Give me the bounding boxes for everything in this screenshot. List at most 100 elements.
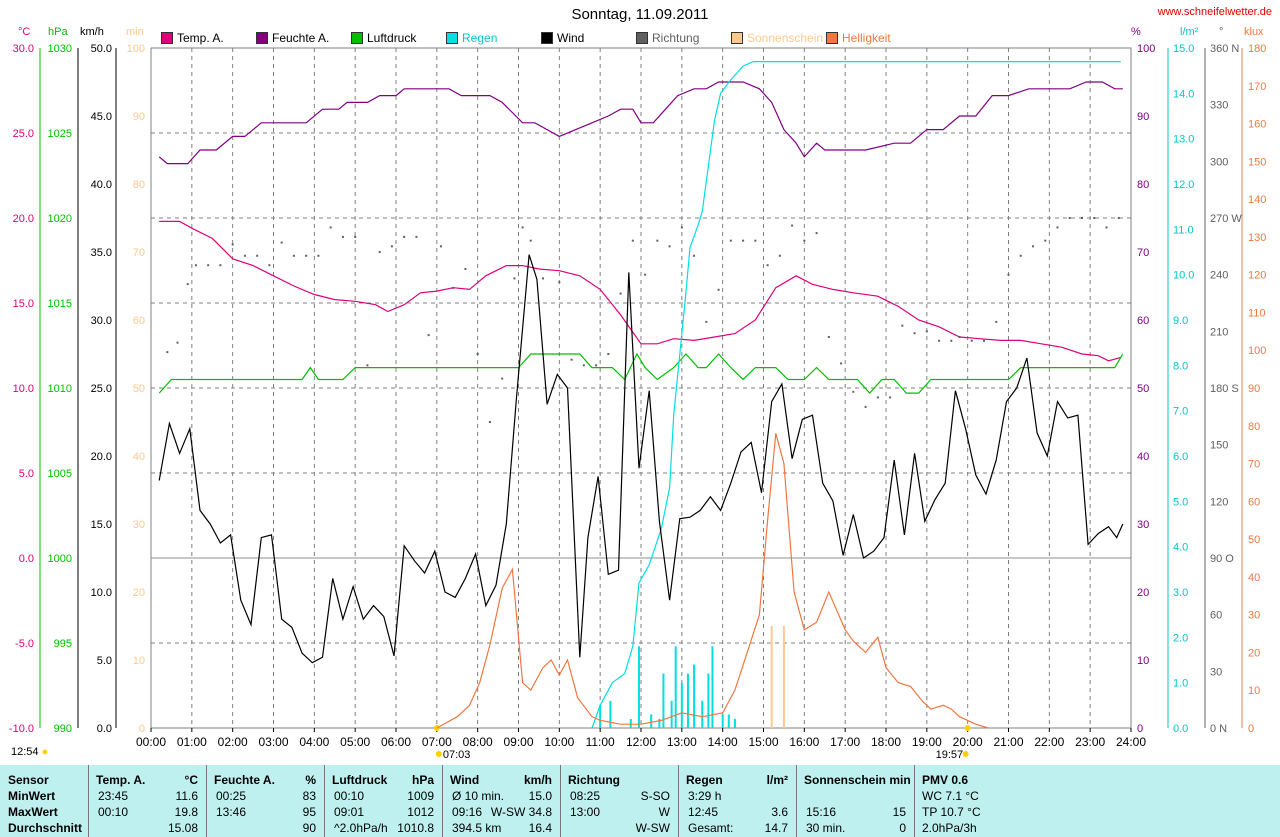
tick-label-hum: 0 bbox=[1137, 723, 1143, 735]
direction-point bbox=[644, 273, 647, 276]
tick-label-wind: 5.0 bbox=[97, 655, 112, 667]
direction-point bbox=[901, 324, 904, 327]
tick-label-dir: 0 N bbox=[1210, 723, 1227, 735]
tick-label-dir: 150 bbox=[1210, 440, 1228, 452]
x-tick-label: 08:00 bbox=[463, 735, 493, 749]
legend-item-humidity: Feuchte A. bbox=[256, 31, 329, 45]
x-tick-label: 02:00 bbox=[218, 735, 248, 749]
direction-point bbox=[452, 286, 455, 289]
direction-point bbox=[439, 245, 442, 248]
direction-point bbox=[1056, 226, 1059, 229]
tick-label-sun: 10 bbox=[133, 655, 145, 667]
footer-cell-time: 00:10 bbox=[98, 805, 129, 819]
site-url[interactable]: www.schneifelwetter.de bbox=[1157, 6, 1272, 18]
footer-column: Sensor MinWert MaxWert Durchschnitt bbox=[0, 765, 89, 837]
tick-label-bright: 50 bbox=[1248, 534, 1260, 546]
direction-point bbox=[705, 320, 708, 323]
direction-point bbox=[268, 264, 271, 267]
tick-label-sun: 70 bbox=[133, 247, 145, 259]
tick-label-rain: 15.0 bbox=[1173, 43, 1194, 55]
legend-swatch bbox=[731, 32, 743, 44]
x-tick-label: 16:00 bbox=[789, 735, 819, 749]
x-tick-label: 03:00 bbox=[258, 735, 288, 749]
direction-point bbox=[1081, 217, 1083, 219]
direction-point bbox=[958, 336, 961, 338]
footer-cell-value: 15.08 bbox=[167, 821, 198, 835]
tick-label-temp: 5.0 bbox=[19, 468, 34, 480]
tick-label-press: 1020 bbox=[48, 213, 72, 225]
tick-label-temp: 15.0 bbox=[13, 298, 34, 310]
tick-label-wind: 20.0 bbox=[91, 451, 112, 463]
footer-cell: 2.0hPa/3h bbox=[922, 821, 977, 835]
footer-cell-time: 3:29 h bbox=[688, 789, 722, 803]
footer-cell-value: 0 bbox=[899, 821, 906, 835]
tick-label-sun: 0 bbox=[139, 723, 145, 735]
tick-label-sun: 30 bbox=[133, 519, 145, 531]
tick-label-sun: 50 bbox=[133, 383, 145, 395]
direction-point bbox=[983, 339, 985, 342]
x-tick-label: 15:00 bbox=[748, 735, 778, 749]
footer-cell-value: 3.6 bbox=[771, 805, 788, 819]
direction-point bbox=[219, 264, 222, 267]
footer-cell-time: 23:45 bbox=[98, 789, 129, 803]
tick-label-bright: 0 bbox=[1248, 723, 1254, 735]
tick-label-dir: 30 bbox=[1210, 666, 1222, 678]
legend-item-brightness: Helligkeit bbox=[826, 31, 891, 45]
direction-point bbox=[207, 264, 210, 267]
tick-label-hum: 60 bbox=[1137, 315, 1149, 327]
x-tick-label: 11:00 bbox=[586, 735, 615, 749]
statistics-footer: Sensor MinWert MaxWert Durchschnitt Temp. A.… bbox=[0, 765, 1280, 837]
tick-label-wind: 15.0 bbox=[91, 519, 112, 531]
direction-point bbox=[305, 254, 308, 257]
x-tick-label: 18:00 bbox=[871, 735, 901, 749]
tick-label-hum: 100 bbox=[1137, 43, 1155, 55]
tick-label-wind: 50.0 bbox=[91, 43, 112, 55]
direction-point bbox=[166, 351, 169, 354]
x-tick-label: 22:00 bbox=[1034, 735, 1064, 749]
direction-point bbox=[521, 226, 524, 229]
direction-point bbox=[415, 235, 418, 238]
footer-cell-value: S-SO bbox=[640, 789, 670, 803]
direction-point bbox=[925, 330, 928, 333]
direction-point bbox=[778, 254, 781, 257]
series-line-temp-a- bbox=[159, 220, 1121, 362]
direction-point bbox=[717, 288, 720, 291]
tick-label-sun: 100 bbox=[127, 43, 145, 55]
x-tick-label: 04:00 bbox=[299, 735, 329, 749]
legend-item-sunshine: Sonnenschein bbox=[731, 31, 823, 45]
tick-label-bright: 130 bbox=[1248, 232, 1266, 244]
sunrise-label: 07:03 bbox=[443, 749, 471, 761]
footer-column: PMV 0.6 WC 7.1 °C TP 10.7 °C 2.0hPa/3h bbox=[914, 765, 1280, 837]
tick-label-rain: 3.0 bbox=[1173, 587, 1188, 599]
tick-label-hum: 70 bbox=[1137, 247, 1149, 259]
tick-label-hum: 10 bbox=[1137, 655, 1149, 667]
direction-point bbox=[876, 396, 879, 399]
tick-label-dir: 330 bbox=[1210, 100, 1228, 112]
direction-point bbox=[950, 339, 953, 342]
direction-point bbox=[256, 254, 259, 257]
direction-point bbox=[840, 362, 843, 365]
tick-label-hum: 40 bbox=[1137, 451, 1149, 463]
tick-label-temp: 30.0 bbox=[13, 43, 34, 55]
weather-chart: 30.025.020.015.010.05.00.0-5.0-10.010301… bbox=[9, 43, 1266, 761]
legend-item-direction: Richtung bbox=[636, 31, 699, 45]
tick-label-dir: 90 O bbox=[1210, 553, 1234, 565]
tick-label-temp: 0.0 bbox=[19, 553, 34, 565]
x-tick-label: 17:00 bbox=[830, 735, 860, 749]
tick-label-rain: 11.0 bbox=[1173, 224, 1194, 236]
tick-label-bright: 160 bbox=[1248, 119, 1266, 131]
x-tick-label: 09:00 bbox=[503, 735, 533, 749]
x-tick-label: 10:00 bbox=[544, 735, 574, 749]
legend-item-temp: Temp. A. bbox=[161, 31, 224, 45]
direction-point bbox=[970, 339, 973, 342]
footer-cell-time: ^2.0hPa/h bbox=[334, 821, 388, 835]
footer-cell-time: 08:25 bbox=[570, 789, 601, 803]
tick-label-temp: 20.0 bbox=[13, 213, 34, 225]
sun-axis-unit: min bbox=[126, 26, 144, 38]
direction-point bbox=[1117, 217, 1120, 219]
footer-cell-value: W-SW bbox=[635, 821, 670, 835]
footer-cell-value: 15.0 bbox=[528, 789, 552, 803]
direction-point bbox=[595, 364, 598, 367]
x-tick-label: 14:00 bbox=[708, 735, 738, 749]
series-line-regen bbox=[591, 60, 1121, 729]
